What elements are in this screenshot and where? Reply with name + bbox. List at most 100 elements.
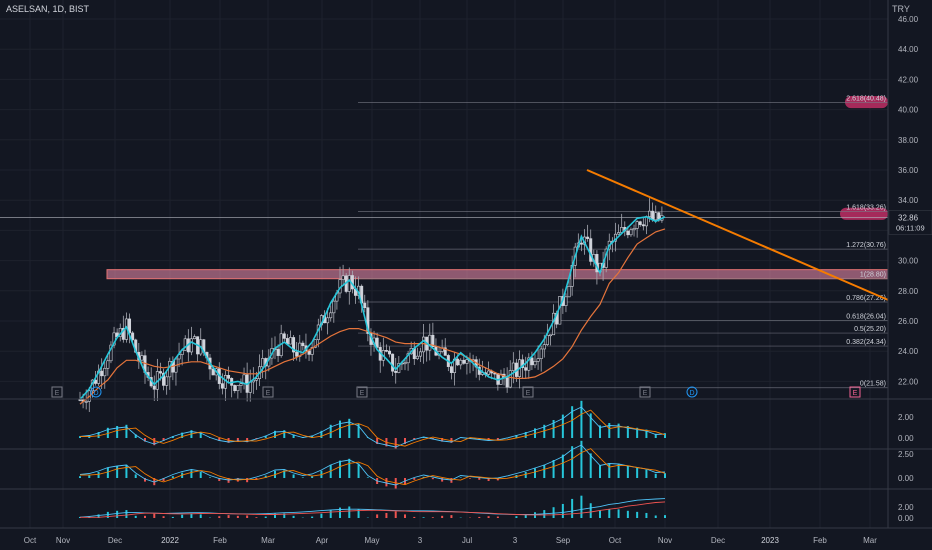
histogram-bar — [571, 446, 574, 478]
trendline[interactable] — [586, 169, 889, 301]
candle-body — [158, 371, 162, 374]
candle-body — [415, 355, 419, 360]
histogram-bar — [97, 432, 100, 438]
candle-body — [431, 334, 435, 347]
candle-body — [329, 312, 333, 319]
candle-body — [261, 358, 265, 368]
last-price-box — [888, 210, 932, 235]
histogram-bar — [664, 473, 666, 478]
candle-body — [635, 221, 639, 229]
histogram-bar — [404, 438, 406, 444]
histogram-bar — [515, 516, 518, 518]
candle-body — [366, 307, 370, 334]
earnings-marker-label: E — [853, 390, 858, 397]
candle-body — [533, 361, 537, 366]
histogram-bar — [171, 476, 174, 478]
time-tick-label: Dec — [108, 536, 122, 545]
candle-body — [121, 328, 125, 340]
candle-body — [388, 350, 392, 355]
indicator-line-slow — [80, 409, 666, 447]
fib-label: 1(28.80) — [860, 272, 886, 279]
histogram-bar — [311, 516, 314, 518]
histogram-bar — [255, 478, 258, 480]
candle-body — [109, 344, 113, 362]
fib-label: 0.382(24.34) — [846, 339, 886, 346]
time-axis[interactable]: Oct Nov Dec 2022 Feb Mar Apr May 3 Jul 3 Sep Oct Nov D… — [0, 527, 932, 545]
fib-label: 1.618(33.26) — [846, 204, 886, 211]
histogram-bar — [301, 477, 304, 478]
candle-body — [422, 336, 426, 353]
symbol-title[interactable]: ASELSAN, 1D, BIST — [6, 4, 90, 14]
candle-body — [567, 286, 571, 298]
candle-body — [418, 351, 422, 357]
histogram-bar — [376, 438, 379, 444]
time-tick-label: Feb — [813, 536, 827, 545]
histogram-bar — [561, 454, 564, 478]
candle-body — [579, 242, 583, 245]
histogram-bar — [580, 400, 583, 438]
fib-label: 0(21.58) — [860, 381, 886, 388]
time-tick-label: 2023 — [761, 536, 779, 545]
histogram-bar — [589, 413, 592, 438]
histogram-bar — [199, 472, 202, 478]
histogram-bar — [339, 420, 341, 438]
histogram-bar — [97, 472, 100, 478]
histogram-bar — [552, 460, 555, 478]
time-tick-label: Nov — [658, 536, 672, 545]
histogram-bar — [218, 516, 221, 518]
fibonacci-levels[interactable]: 2.618(40.48) 1.618(33.26) 1.272(30.76) 1(28… — [0, 95, 888, 389]
histogram-bar — [125, 510, 128, 518]
price-tick-label: 40.00 — [898, 106, 919, 115]
histogram-bar — [534, 468, 536, 478]
earnings-marker — [51, 386, 63, 398]
price-tick-label: 24.00 — [898, 347, 919, 356]
histogram-bar — [543, 464, 546, 478]
trendline-line — [586, 169, 889, 301]
histogram-bar — [153, 513, 156, 518]
indicator-line-fast — [79, 444, 666, 486]
candle-body — [641, 224, 645, 227]
candle-body — [162, 372, 166, 386]
candle-body — [332, 300, 336, 314]
histogram-bar — [339, 460, 341, 478]
candle-body — [84, 401, 88, 403]
histogram-bar — [348, 506, 351, 518]
histogram-bar — [422, 476, 425, 478]
histogram-bar — [478, 478, 481, 480]
candle-body — [648, 210, 652, 217]
event-markers[interactable]: E E E E E ED D — [51, 386, 861, 398]
histogram-bar — [236, 515, 239, 518]
candle-body — [112, 332, 116, 346]
candle-body — [403, 362, 407, 365]
histogram-bar — [487, 516, 490, 518]
candle-body — [298, 342, 302, 357]
histogram-bar — [209, 477, 211, 478]
pane-tick-label: 0.00 — [898, 514, 914, 523]
zone-rectangles[interactable] — [106, 96, 889, 280]
histogram-bar — [199, 432, 202, 438]
candle-body — [239, 383, 243, 386]
candle-body — [548, 334, 552, 337]
candle-body — [626, 230, 630, 236]
indicator-line-slow — [80, 448, 666, 486]
candle-body — [375, 337, 379, 348]
candle-body — [220, 383, 224, 389]
price-tick-label: 34.00 — [898, 196, 919, 205]
series-line-slow — [79, 228, 666, 405]
histogram-bar — [218, 438, 221, 441]
histogram-bar — [366, 477, 369, 478]
histogram-bar — [654, 515, 657, 518]
histogram-bar — [311, 435, 314, 438]
histogram-bar — [292, 434, 295, 438]
candle-body — [276, 349, 280, 356]
earnings-marker — [262, 386, 274, 398]
histogram-bar — [181, 514, 184, 518]
candle-body — [530, 357, 534, 366]
indicator-line-fast — [79, 498, 666, 518]
histogram-bar — [441, 478, 444, 482]
candle-body — [617, 232, 621, 235]
histogram-bar — [459, 477, 462, 478]
histogram-bar — [116, 426, 119, 438]
